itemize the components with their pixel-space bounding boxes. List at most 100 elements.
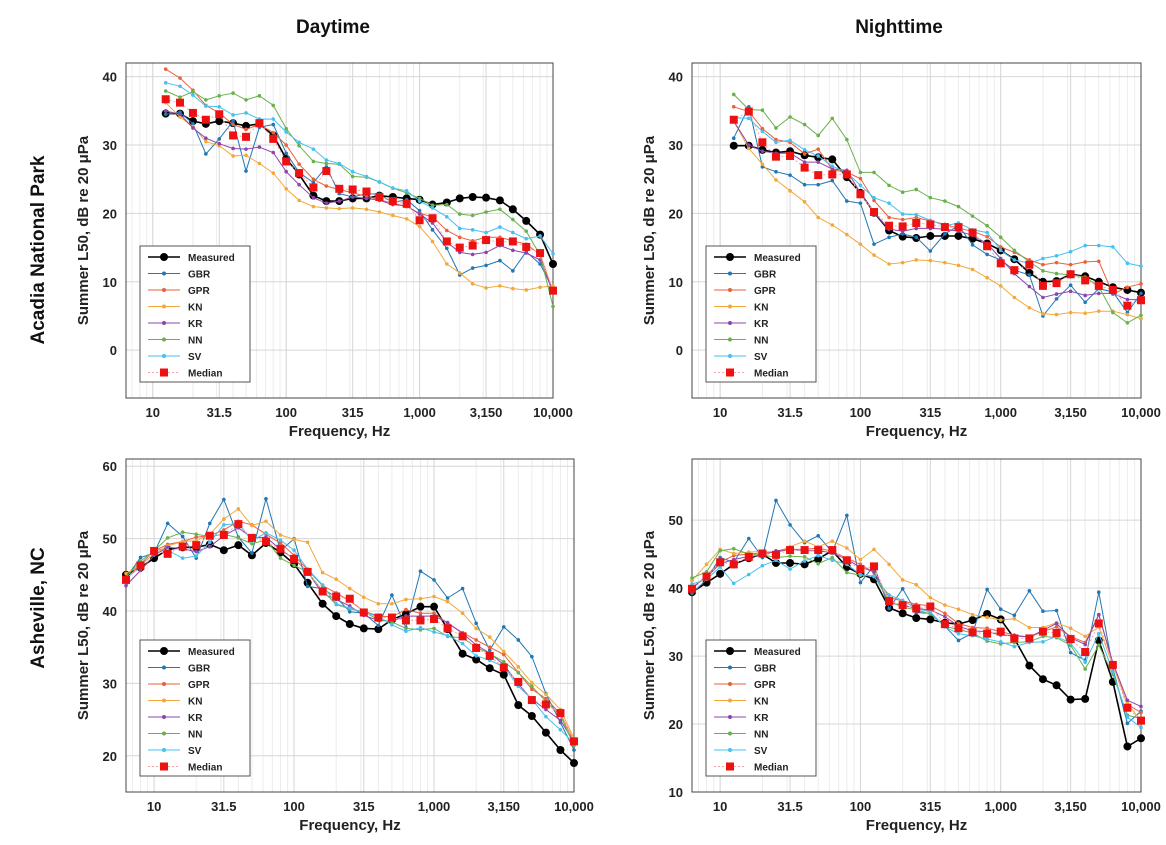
- data-point: [1137, 734, 1145, 743]
- data-point: [501, 625, 506, 629]
- data-point: [885, 221, 894, 230]
- data-point: [830, 558, 835, 563]
- data-point: [872, 198, 876, 203]
- data-point: [912, 604, 921, 613]
- data-point: [830, 539, 835, 544]
- data-point: [474, 621, 478, 626]
- data-point: [998, 618, 1003, 622]
- legend-marker: [728, 288, 732, 292]
- series-line: [165, 102, 554, 291]
- data-point: [322, 167, 331, 176]
- data-point: [194, 554, 199, 558]
- legend-item-measured: Measured: [148, 647, 235, 658]
- data-point: [297, 182, 301, 187]
- data-point: [508, 205, 517, 214]
- data-point: [1083, 667, 1087, 671]
- data-point: [544, 707, 548, 712]
- legend-marker: [162, 698, 166, 703]
- data-point: [348, 185, 357, 194]
- data-point: [1139, 316, 1143, 321]
- data-point: [998, 235, 1003, 240]
- data-point: [956, 631, 961, 636]
- series-line: [165, 90, 554, 307]
- data-point: [1083, 260, 1087, 264]
- data-point: [271, 171, 276, 175]
- x-tick-label: 10: [713, 799, 727, 814]
- data-point: [926, 231, 935, 240]
- data-point: [845, 570, 849, 575]
- x-tick-label: 315: [353, 799, 375, 814]
- x-tick-label: 3,150: [488, 799, 521, 814]
- legend-label: Median: [188, 369, 222, 380]
- data-point: [445, 262, 449, 266]
- chart-panel-acadia-daytime: 0 10 20 30 40 10 31.5 100 315 1,000 3,150 10,000 Fre…: [75, 62, 573, 440]
- data-point: [872, 574, 876, 579]
- data-point: [390, 593, 394, 597]
- legend-label: NN: [188, 730, 202, 741]
- data-point: [998, 640, 1003, 644]
- data-point: [122, 575, 130, 584]
- x-tick-label: 1,000: [418, 799, 451, 814]
- legend-label: GBR: [188, 664, 211, 675]
- data-point: [1125, 261, 1130, 266]
- data-point: [887, 183, 891, 188]
- data-point: [744, 107, 753, 116]
- data-point: [191, 126, 195, 130]
- data-point: [278, 538, 283, 542]
- y-tick-label: 30: [669, 138, 683, 153]
- x-axis-label: Frequency, Hz: [866, 423, 967, 440]
- data-point: [774, 140, 778, 145]
- data-point: [347, 609, 352, 614]
- data-point: [760, 129, 765, 134]
- data-point: [1041, 312, 1045, 316]
- x-axis-label: Frequency, Hz: [866, 817, 967, 834]
- data-point: [527, 711, 536, 720]
- data-point: [816, 182, 821, 187]
- chart-panel-acadia-nighttime: 0 10 20 30 40 10 31.5 100 315 1,000 3,150 10,000 Fre…: [641, 62, 1161, 440]
- data-point: [538, 234, 542, 238]
- data-point: [788, 523, 792, 527]
- data-point: [217, 94, 222, 98]
- legend-item-measured: Measured: [714, 647, 801, 658]
- legend: Measured GBR GPR KN KR NN SV Median: [139, 639, 251, 777]
- data-point: [830, 167, 835, 171]
- data-point: [297, 198, 301, 203]
- data-point: [828, 546, 837, 555]
- legend: Measured GBR GPR KN KR NN SV Median: [705, 245, 817, 383]
- data-point: [900, 578, 905, 582]
- data-point: [457, 235, 462, 240]
- x-tick-label: 10,000: [1121, 405, 1161, 420]
- data-point: [229, 131, 238, 140]
- data-point: [191, 122, 195, 126]
- data-point: [1054, 260, 1059, 265]
- data-point: [516, 670, 521, 675]
- data-point: [501, 652, 506, 657]
- data-point: [1139, 282, 1143, 286]
- data-point: [432, 578, 436, 582]
- data-point: [1123, 301, 1132, 310]
- legend-item-gbr: GBR: [148, 664, 211, 675]
- data-point: [1027, 273, 1032, 277]
- x-tick-label: 100: [850, 799, 872, 814]
- data-point: [362, 595, 366, 600]
- data-point: [305, 584, 310, 589]
- data-point: [432, 594, 436, 599]
- y-tick-label: 60: [103, 459, 117, 474]
- data-point: [524, 251, 529, 255]
- legend-marker: [162, 288, 166, 292]
- data-point: [498, 207, 502, 212]
- legend-marker: [162, 665, 166, 670]
- data-point: [786, 558, 795, 567]
- data-point: [201, 115, 210, 124]
- data-point: [219, 531, 228, 540]
- data-point: [1096, 309, 1101, 313]
- data-point: [998, 284, 1003, 288]
- data-point: [163, 89, 168, 93]
- data-point: [830, 164, 835, 169]
- y-tick-label: 0: [110, 343, 117, 358]
- data-point: [415, 216, 424, 225]
- x-axis-label: Frequency, Hz: [289, 423, 390, 440]
- data-point: [954, 231, 963, 240]
- data-point: [215, 110, 224, 119]
- data-point: [887, 262, 891, 266]
